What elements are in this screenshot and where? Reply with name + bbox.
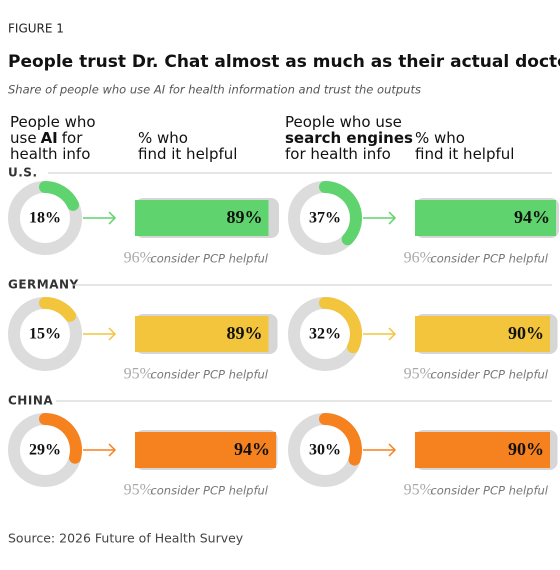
donut-label: 32% xyxy=(309,326,341,343)
country-label: U.S. xyxy=(8,166,38,180)
bar-label: 90% xyxy=(508,323,544,343)
pcp-note: consider PCP helpful xyxy=(150,484,268,498)
arrow-head xyxy=(108,211,117,225)
bar-label: 94% xyxy=(234,439,270,459)
header-line: People who use xyxy=(285,114,417,130)
header-text: find it helpful xyxy=(138,145,238,163)
donut-label: 37% xyxy=(309,210,341,227)
source: Source: 2026 Future of Health Survey xyxy=(8,531,244,546)
pcp-label: 95% xyxy=(404,366,433,383)
header-line: for health info xyxy=(285,146,417,162)
helpful-bar xyxy=(135,432,276,468)
header-line: health info xyxy=(10,146,100,162)
header-line: % who xyxy=(415,130,518,146)
figure-label: FIGURE 1 xyxy=(8,22,64,36)
header-text: for xyxy=(61,129,83,147)
pcp-note: consider PCP helpful xyxy=(150,252,268,266)
helpful-bar xyxy=(135,200,269,236)
pcp-label: 95% xyxy=(124,482,153,499)
header-text: % who xyxy=(415,129,465,147)
subtitle: Share of people who use AI for health in… xyxy=(8,83,421,97)
bar-label: 90% xyxy=(508,439,544,459)
arrow-head xyxy=(108,443,117,457)
header-line: find it helpful xyxy=(415,146,518,162)
pcp-label: 95% xyxy=(404,482,433,499)
header-text: find it helpful xyxy=(415,145,515,163)
donut-arc xyxy=(319,297,362,354)
header-text: % who xyxy=(138,129,188,147)
column-header: People who use search engines for health i… xyxy=(285,114,417,162)
donut-arc xyxy=(39,181,80,211)
pcp-note: consider PCP helpful xyxy=(150,368,268,382)
header-text: AI xyxy=(40,129,58,147)
country-label: CHINA xyxy=(8,394,53,408)
donut-label: 30% xyxy=(309,442,341,459)
donut-arc xyxy=(319,413,362,466)
donut-arc xyxy=(319,181,362,246)
header-text: search engines xyxy=(285,129,413,147)
donut-arc xyxy=(39,297,77,322)
header-text: use xyxy=(10,129,37,147)
header-text: People who use xyxy=(285,113,402,131)
pcp-note: consider PCP helpful xyxy=(430,252,548,266)
header-line: People who xyxy=(10,114,100,130)
pcp-note: consider PCP helpful xyxy=(430,484,548,498)
arrow-head xyxy=(388,211,397,225)
donut-label: 29% xyxy=(29,442,61,459)
country-label: GERMANY xyxy=(8,278,79,292)
header-line: find it helpful xyxy=(138,146,241,162)
helpful-bar xyxy=(415,432,550,468)
arrow-head xyxy=(388,443,397,457)
pcp-label: 96% xyxy=(404,250,433,267)
helpful-bar xyxy=(415,200,556,236)
column-header: People who use AI for health info xyxy=(10,114,100,162)
header-line: % who xyxy=(138,130,241,146)
donut-label: 18% xyxy=(29,210,61,227)
donut-arc xyxy=(39,413,82,464)
bar-label: 94% xyxy=(514,207,550,227)
arrow-head xyxy=(108,327,117,341)
helpful-bar xyxy=(415,316,550,352)
arrow-head xyxy=(388,327,397,341)
header-line: use AI for xyxy=(10,130,100,146)
donut-label: 15% xyxy=(29,326,61,343)
title: People trust Dr. Chat almost as much as … xyxy=(8,52,560,72)
pcp-label: 95% xyxy=(124,366,153,383)
column-header: % who find it helpful xyxy=(415,114,518,162)
bar-label: 89% xyxy=(227,207,263,227)
header-text: for health info xyxy=(285,145,391,163)
helpful-bar xyxy=(135,316,269,352)
column-header: % who find it helpful xyxy=(138,114,241,162)
header-line: search engines xyxy=(285,130,417,146)
bar-label: 89% xyxy=(227,323,263,343)
header-text: People who xyxy=(10,113,96,131)
header-text: health info xyxy=(10,145,91,163)
pcp-note: consider PCP helpful xyxy=(430,368,548,382)
pcp-label: 96% xyxy=(124,250,153,267)
